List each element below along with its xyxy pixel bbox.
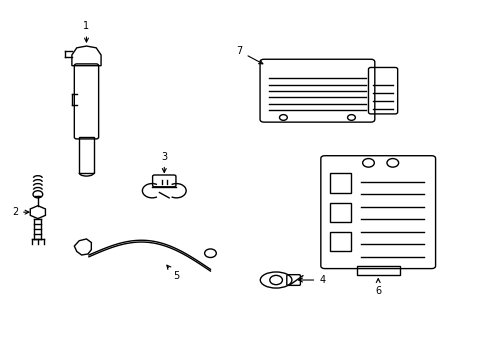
Text: 5: 5 [166, 265, 179, 282]
Bar [329, 232, 351, 251]
Text: 1: 1 [83, 21, 89, 42]
Text: 4: 4 [298, 275, 325, 285]
Bar [329, 203, 351, 222]
Bar [329, 173, 351, 193]
Text: 6: 6 [374, 279, 381, 296]
Text: 3: 3 [161, 152, 167, 172]
Text: 7: 7 [236, 46, 262, 64]
Bar [79, 137, 94, 173]
Text: 2: 2 [12, 207, 29, 217]
Bar [356, 266, 399, 275]
